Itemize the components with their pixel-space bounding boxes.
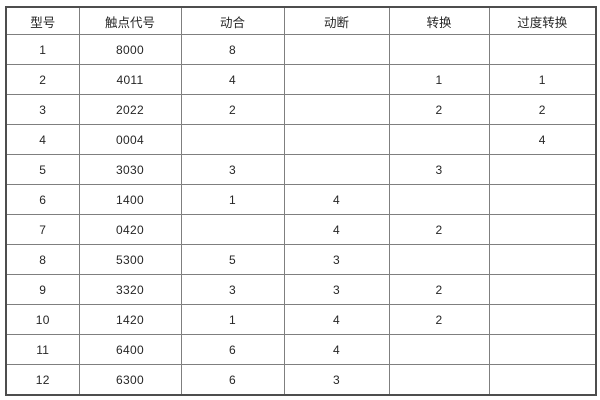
table-cell-co: 2 — [388, 94, 490, 125]
table-cell-nc: 3 — [283, 274, 390, 305]
table-cell-tco — [488, 274, 597, 305]
table-row: 8 5300 5 3 — [5, 244, 597, 275]
table-body: 1 8000 8 2 4011 4 1 1 3 2022 2 2 2 4 0004 4 5 3030 3 3 6 1400… — [5, 34, 597, 396]
table-cell-code: 6300 — [78, 364, 182, 396]
table-cell-co — [388, 124, 490, 155]
table-cell-model: 9 — [5, 274, 80, 305]
table-cell-no: 6 — [180, 334, 285, 365]
table-cell-nc — [283, 64, 390, 95]
table-cell-tco — [488, 334, 597, 365]
table-cell-code: 8000 — [78, 34, 182, 65]
table-cell-co — [388, 334, 490, 365]
table-cell-co: 2 — [388, 214, 490, 245]
table-cell-tco — [488, 244, 597, 275]
table-row: 3 2022 2 2 2 — [5, 94, 597, 125]
table-header: 型号 触点代号 动合 动断 转换 过度转换 — [5, 6, 597, 35]
table-cell-code: 5300 — [78, 244, 182, 275]
table-cell-co — [388, 364, 490, 396]
table-cell-no — [180, 124, 285, 155]
table-row: 4 0004 4 — [5, 124, 597, 155]
table-cell-nc — [283, 154, 390, 185]
table-cell-tco: 4 — [488, 124, 597, 155]
table-cell-no: 1 — [180, 184, 285, 215]
table-cell-model: 8 — [5, 244, 80, 275]
table-row: 2 4011 4 1 1 — [5, 64, 597, 95]
table-cell-nc: 4 — [283, 184, 390, 215]
contact-code-table: 型号 触点代号 动合 动断 转换 过度转换 1 8000 8 2 4011 4 1 1 3 202… — [5, 6, 597, 396]
table-cell-model: 11 — [5, 334, 80, 365]
column-header-co: 转换 — [388, 6, 490, 35]
table-cell-nc — [283, 94, 390, 125]
table-cell-co: 2 — [388, 304, 490, 335]
column-header-nc: 动断 — [283, 6, 390, 35]
table-cell-code: 2022 — [78, 94, 182, 125]
table-cell-nc: 4 — [283, 304, 390, 335]
table-cell-code: 3030 — [78, 154, 182, 185]
table-cell-co: 1 — [388, 64, 490, 95]
column-header-tco: 过度转换 — [488, 6, 597, 35]
table-cell-code: 0004 — [78, 124, 182, 155]
table-cell-model: 10 — [5, 304, 80, 335]
table-cell-no: 1 — [180, 304, 285, 335]
table-cell-model: 5 — [5, 154, 80, 185]
table-cell-code: 3320 — [78, 274, 182, 305]
table-cell-no: 3 — [180, 274, 285, 305]
table-row: 7 0420 4 2 — [5, 214, 597, 245]
table-cell-no: 4 — [180, 64, 285, 95]
table-cell-co — [388, 184, 490, 215]
table-cell-nc: 4 — [283, 334, 390, 365]
table-cell-no: 2 — [180, 94, 285, 125]
table-cell-no: 3 — [180, 154, 285, 185]
table-row: 10 1420 1 4 2 — [5, 304, 597, 335]
table-cell-nc — [283, 34, 390, 65]
table-cell-nc: 3 — [283, 244, 390, 275]
table-cell-tco — [488, 214, 597, 245]
table-cell-model: 2 — [5, 64, 80, 95]
column-header-model: 型号 — [5, 6, 80, 35]
table-header-row: 型号 触点代号 动合 动断 转换 过度转换 — [5, 6, 597, 35]
table-cell-co — [388, 34, 490, 65]
table-cell-co — [388, 244, 490, 275]
table-row: 9 3320 3 3 2 — [5, 274, 597, 305]
column-header-no: 动合 — [180, 6, 285, 35]
table-cell-nc: 4 — [283, 214, 390, 245]
table-cell-code: 4011 — [78, 64, 182, 95]
table-cell-no: 5 — [180, 244, 285, 275]
table-cell-no — [180, 214, 285, 245]
table-cell-co: 2 — [388, 274, 490, 305]
table-cell-model: 12 — [5, 364, 80, 396]
table-row: 11 6400 6 4 — [5, 334, 597, 365]
table-row: 12 6300 6 3 — [5, 364, 597, 396]
table-cell-model: 1 — [5, 34, 80, 65]
table-cell-no: 6 — [180, 364, 285, 396]
table-cell-code: 6400 — [78, 334, 182, 365]
table-cell-tco — [488, 364, 597, 396]
table-row: 6 1400 1 4 — [5, 184, 597, 215]
table-cell-no: 8 — [180, 34, 285, 65]
table-row: 1 8000 8 — [5, 34, 597, 65]
table-cell-model: 7 — [5, 214, 80, 245]
table-cell-model: 6 — [5, 184, 80, 215]
table-cell-model: 3 — [5, 94, 80, 125]
table-cell-tco — [488, 154, 597, 185]
table-cell-co: 3 — [388, 154, 490, 185]
table-cell-tco — [488, 184, 597, 215]
table-cell-code: 1420 — [78, 304, 182, 335]
table-cell-code: 0420 — [78, 214, 182, 245]
table-cell-tco — [488, 34, 597, 65]
table-cell-code: 1400 — [78, 184, 182, 215]
column-header-code: 触点代号 — [78, 6, 182, 35]
table-cell-tco: 2 — [488, 94, 597, 125]
table-cell-nc — [283, 124, 390, 155]
table-row: 5 3030 3 3 — [5, 154, 597, 185]
table-cell-tco — [488, 304, 597, 335]
table-cell-nc: 3 — [283, 364, 390, 396]
table-cell-tco: 1 — [488, 64, 597, 95]
table-cell-model: 4 — [5, 124, 80, 155]
